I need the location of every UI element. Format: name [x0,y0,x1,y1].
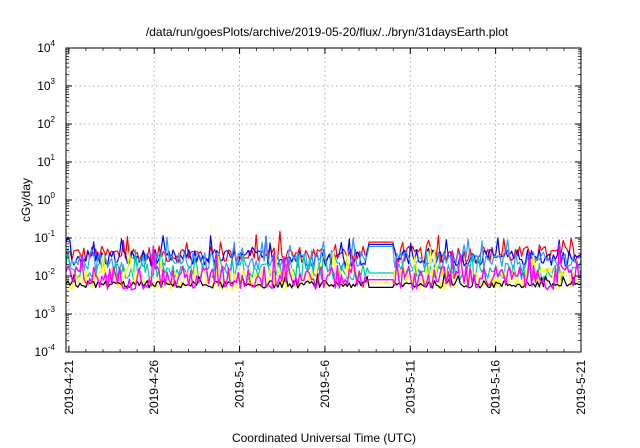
x-axis: 2019-4-21 2019-4-26 2019-5-1 2019-5-6 2019-5… [62,48,588,415]
x-axis-title: Coordinated Universal Time (UTC) [232,431,416,445]
y-tick-label: 10-3 [35,305,56,321]
y-axis-title: cGy/day [19,178,33,222]
y-tick-label: 104 [37,39,55,55]
grid [66,48,581,352]
x-tick-label: 2019-4-21 [62,360,76,415]
x-tick-label: 2019-5-11 [403,360,417,414]
x-tick-label: 2019-5-1 [233,360,247,408]
chart-title: /data/run/goesPlots/archive/2019-05-20/f… [146,25,509,39]
y-axis: 104 103 102 101 100 10-1 10-2 10-3 10-4 [35,39,581,359]
y-tick-label: 10-2 [35,267,56,283]
y-tick-label: 10-1 [35,229,56,245]
series-line [65,236,582,272]
y-tick-label: 102 [37,115,55,131]
y-tick-label: 103 [37,77,55,93]
x-tick-label: 2019-5-16 [489,360,503,415]
x-tick-label: 2019-4-26 [147,360,161,415]
series-group [65,230,582,291]
y-tick-label: 100 [37,191,55,207]
x-tick-label: 2019-5-21 [574,360,588,415]
series-line [65,243,582,291]
y-tick-label: 101 [37,153,55,169]
y-tick-label: 10-4 [35,343,56,359]
x-tick-label: 2019-5-6 [318,360,332,408]
